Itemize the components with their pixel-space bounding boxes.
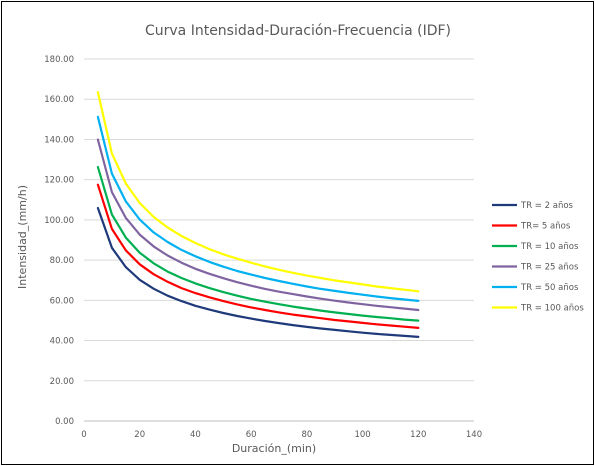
x-tick-label: 20 — [134, 430, 145, 440]
grid-lines — [84, 58, 474, 422]
y-tick-label: 180.00 — [44, 55, 74, 65]
chart-title: Curva Intensidad-Duración-Frecuencia (ID… — [145, 23, 451, 39]
y-tick-label: 0.00 — [55, 417, 74, 427]
legend-label-4: TR = 50 años — [520, 283, 579, 293]
x-tick-label: 40 — [190, 430, 201, 440]
x-tick-labels: 0 20 40 60 80 100 120 140 — [81, 430, 482, 440]
y-tick-label: 120.00 — [44, 176, 74, 186]
series-layer — [96, 91, 420, 338]
legend-label-2: TR = 10 años — [520, 242, 579, 252]
x-tick-label: 140 — [466, 430, 482, 440]
x-tick-label: 120 — [410, 430, 426, 440]
series-line-2 — [96, 165, 420, 322]
y-tick-label: 20.00 — [50, 377, 74, 387]
series-line-1 — [96, 183, 420, 329]
y-tick-labels: 0.00 20.00 40.00 60.00 80.00 100.00 120.00 140.… — [44, 55, 74, 427]
series-line-4 — [96, 115, 420, 302]
x-tick-label: 100 — [354, 430, 370, 440]
legend: TR = 2 años TR= 5 años TR = 10 años TR = 25… — [492, 201, 584, 314]
series-line-5 — [96, 91, 420, 293]
y-tick-label: 40.00 — [50, 337, 74, 347]
x-tick-label: 0 — [81, 430, 86, 440]
y-tick-label: 100.00 — [44, 216, 74, 226]
x-tick-label: 80 — [301, 430, 312, 440]
y-tick-label: 60.00 — [50, 296, 74, 306]
y-axis-title: Intensidad_(mm/h) — [16, 185, 29, 289]
y-tick-label: 80.00 — [50, 256, 74, 266]
y-tick-label: 140.00 — [44, 135, 74, 145]
x-axis-title: Duración_(min) — [232, 442, 316, 455]
legend-label-5: TR = 100 años — [520, 304, 584, 314]
series-line-0 — [96, 206, 420, 338]
legend-label-0: TR = 2 años — [520, 201, 574, 211]
y-tick-label: 160.00 — [44, 95, 74, 105]
legend-label-3: TR = 25 años — [520, 263, 579, 273]
legend-label-1: TR= 5 años — [520, 222, 571, 232]
series-line-3 — [96, 138, 420, 312]
x-tick-label: 60 — [246, 430, 257, 440]
